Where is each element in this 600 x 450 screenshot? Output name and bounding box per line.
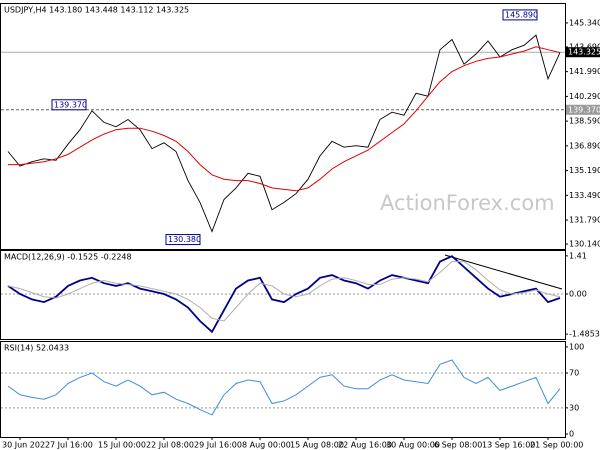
x-tick-label: 7 Jul 16:00 <box>50 441 93 450</box>
y-tick-label: 143.690 <box>569 42 600 51</box>
annotation-label: 145.890 <box>505 10 538 19</box>
x-tick-label: 6 Sep 08:00 <box>434 441 482 450</box>
y-tick-label: 135.190 <box>569 166 600 175</box>
y-tick-label: 131.790 <box>569 216 600 225</box>
x-tick-label: 29 Jul 16:00 <box>194 441 242 450</box>
annotation-label: 130.380 <box>168 235 201 244</box>
x-tick-label: 30 Aug 00:00 <box>386 441 440 450</box>
x-tick-label: 22 Jul 08:00 <box>146 441 194 450</box>
y-tick-label: 0.00 <box>569 289 587 298</box>
panel-title: MACD(12,26,9) -0.1525 -0.2248 <box>4 253 132 262</box>
x-tick-label: 8 Aug 00:00 <box>242 441 291 450</box>
last-price-box <box>566 47 600 58</box>
x-tick-label: 15 Jul 00:00 <box>98 441 146 450</box>
series-line <box>7 34 561 233</box>
last-price-label: 143.325 <box>568 48 600 57</box>
x-tick-label: 22 Aug 16:00 <box>338 441 392 450</box>
y-tick-label: 0 <box>569 430 574 439</box>
price-frame <box>0 3 566 250</box>
annotation-box <box>165 234 201 246</box>
watermark: ActionForex.com <box>380 191 555 215</box>
hline-label: 139.370 <box>568 105 600 114</box>
rsi-frame <box>0 341 566 438</box>
y-tick-label: 133.490 <box>569 191 600 200</box>
y-tick-label: 30 <box>569 403 579 412</box>
y-tick-label: 141.990 <box>569 67 600 76</box>
annotation-box <box>502 9 538 21</box>
y-tick-label: 70 <box>569 369 579 378</box>
macd-frame <box>0 250 566 340</box>
x-tick-label: 21 Sep 00:00 <box>530 441 583 450</box>
series-line <box>7 261 561 322</box>
panel-title: RSI(14) 52.0433 <box>4 344 69 353</box>
y-tick-label: 145.340 <box>569 18 600 27</box>
annotation-box <box>51 99 87 111</box>
y-tick-label: 1.41 <box>569 251 587 260</box>
x-tick-label: 30 Jun 2022 <box>2 441 50 450</box>
panel-frames <box>0 3 566 438</box>
series-line <box>8 46 561 192</box>
y-tick-label: 140.290 <box>569 92 600 101</box>
panel-title: USDJPY,H4 143.180 143.448 143.112 143.32… <box>4 6 189 15</box>
annotation-label: 139.370 <box>54 100 87 109</box>
y-tick-label: -1.4853 <box>569 330 600 339</box>
y-tick-label: 138.590 <box>569 117 600 126</box>
x-tick-label: 15 Aug 08:00 <box>290 441 344 450</box>
series-line <box>7 359 561 416</box>
hline-label-box <box>566 104 600 115</box>
y-tick-label: 136.890 <box>569 141 600 150</box>
macd-trendline <box>444 254 563 290</box>
y-tick-label: 130.140 <box>569 240 600 249</box>
x-tick-label: 13 Sep 16:00 <box>482 441 535 450</box>
y-tick-label: 100 <box>569 342 584 351</box>
